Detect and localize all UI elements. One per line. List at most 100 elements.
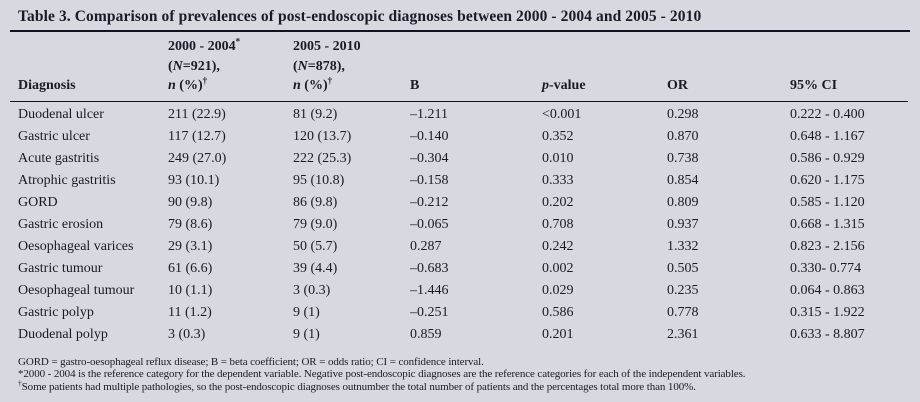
diagnosis-cell: GORD (18, 194, 58, 210)
table-row: Oesophageal varices 29 (3.1) 50 (5.7) 0.287… (10, 236, 908, 258)
table-row: Duodenal ulcer 211 (22.9) 81 (9.2) –1.211 <0… (10, 101, 908, 126)
b-cell: –0.251 (410, 304, 449, 320)
or-cell: 1.332 (667, 238, 699, 254)
diagnosis-cell: Duodenal ulcer (18, 106, 104, 122)
footnote-reference-category: *2000 - 2004 is the reference category f… (18, 368, 746, 381)
or-cell: 2.361 (667, 326, 699, 342)
table-row: Gastric polyp 11 (1.2) 9 (1) –0.251 0.586 0.7… (10, 302, 908, 324)
ci-cell: 0.668 - 1.315 (790, 216, 865, 232)
table-body: Duodenal ulcer 211 (22.9) 81 (9.2) –1.211 <0… (10, 101, 908, 346)
column-header-95ci: 95% CI (790, 32, 908, 102)
n-2010-cell: 39 (4.4) (293, 260, 338, 276)
ci-cell: 0.633 - 8.807 (790, 326, 865, 342)
b-cell: –1.211 (410, 106, 448, 122)
ci-cell: 0.620 - 1.175 (790, 172, 865, 188)
footnotes: GORD = gastro-oesophageal reflux disease… (10, 356, 910, 394)
or-cell: 0.298 (667, 106, 699, 122)
p-value-cell: 0.708 (542, 216, 574, 232)
asterisk-marker: * (235, 36, 241, 47)
n-2010-cell: 3 (0.3) (293, 282, 331, 298)
ci-cell: 0.315 - 1.922 (790, 304, 865, 320)
diagnosis-cell: Atrophic gastritis (18, 172, 116, 188)
diagnosis-header-label: Diagnosis (18, 78, 76, 93)
diagnosis-cell: Gastric tumour (18, 260, 103, 276)
p-value-cell: 0.333 (542, 172, 574, 188)
n-2010-cell: 222 (25.3) (293, 150, 352, 166)
ci-cell: 0.823 - 2.156 (790, 238, 865, 254)
column-header-p-value: p-value (542, 32, 667, 102)
n-2010-cell: 9 (1) (293, 304, 320, 320)
sample-size-2010-label: (N=878), (293, 58, 345, 74)
p-value-cell: <0.001 (542, 106, 582, 122)
table-row: GORD 90 (9.8) 86 (9.8) –0.212 0.202 0.809 0.58… (10, 192, 908, 214)
table-row: Gastric tumour 61 (6.6) 39 (4.4) –0.683 0.00… (10, 258, 908, 280)
b-cell: –1.446 (410, 282, 449, 298)
b-cell: –0.212 (410, 194, 449, 210)
table-header: Diagnosis 2000 - 2004* (N=921), n (%)† 2… (10, 32, 908, 102)
ci-cell: 0.222 - 0.400 (790, 106, 865, 122)
diagnosis-cell: Gastric erosion (18, 216, 104, 232)
diagnosis-cell: Acute gastritis (18, 150, 100, 166)
n-2004-cell: 79 (8.6) (168, 216, 213, 232)
or-cell: 0.854 (667, 172, 699, 188)
diagnosis-cell: Gastric polyp (18, 304, 94, 320)
period-2010-label: 2005 - 2010 (293, 39, 361, 54)
diagnosis-cell: Oesophageal varices (18, 238, 134, 254)
n-2010-cell: 50 (5.7) (293, 238, 338, 254)
p-value-cell: 0.202 (542, 194, 574, 210)
column-header-b: B (410, 32, 542, 102)
or-cell: 0.870 (667, 128, 699, 144)
p-value-cell: 0.352 (542, 128, 574, 144)
b-cell: –0.304 (410, 150, 449, 166)
period-2004-label: 2000 - 2004* (168, 36, 241, 54)
or-cell: 0.778 (667, 304, 699, 320)
footnote-multiple-pathologies: †Some patients had multiple pathologies,… (18, 378, 696, 394)
diagnosis-cell: Duodenal polyp (18, 326, 108, 342)
ci-cell: 0.648 - 1.167 (790, 128, 865, 144)
n-2010-cell: 9 (1) (293, 326, 320, 342)
b-cell: –0.140 (410, 128, 449, 144)
ci-cell: 0.064 - 0.863 (790, 282, 865, 298)
n-2004-cell: 10 (1.1) (168, 282, 213, 298)
ci-cell: 0.585 - 1.120 (790, 194, 865, 210)
p-value-cell: 0.029 (542, 282, 574, 298)
n-2004-cell: 11 (1.2) (168, 304, 212, 320)
n-2010-cell: 95 (10.8) (293, 172, 345, 188)
column-header-diagnosis: Diagnosis (10, 32, 168, 102)
comparison-table: Diagnosis 2000 - 2004* (N=921), n (%)† 2… (10, 32, 908, 346)
n-2010-cell: 79 (9.0) (293, 216, 338, 232)
ci-cell: 0.330- 0.774 (790, 260, 862, 276)
n-percent-2010-label: n (%)† (293, 75, 333, 93)
b-cell: 0.287 (410, 238, 442, 254)
n-2004-cell: 29 (3.1) (168, 238, 213, 254)
or-cell: 0.809 (667, 194, 699, 210)
or-cell: 0.937 (667, 216, 699, 232)
n-2004-cell: 3 (0.3) (168, 326, 206, 342)
column-header-or: OR (667, 32, 790, 102)
n-2004-cell: 61 (6.6) (168, 260, 213, 276)
or-cell: 0.738 (667, 150, 699, 166)
p-value-cell: 0.002 (542, 260, 574, 276)
n-2010-cell: 120 (13.7) (293, 128, 352, 144)
table-row: Oesophageal tumour 10 (1.1) 3 (0.3) –1.446 0… (10, 280, 908, 302)
n-2004-cell: 249 (27.0) (168, 150, 227, 166)
n-2004-cell: 90 (9.8) (168, 194, 213, 210)
sample-size-2004-label: (N=921), (168, 58, 220, 74)
table-row: Gastric ulcer 117 (12.7) 120 (13.7) –0.140 0… (10, 126, 908, 148)
b-cell: 0.859 (410, 326, 442, 342)
b-cell: –0.683 (410, 260, 449, 276)
table-row: Atrophic gastritis 93 (10.1) 95 (10.8) –0.1… (10, 170, 908, 192)
n-percent-2004-label: n (%)† (168, 75, 208, 93)
diagnosis-cell: Gastric ulcer (18, 128, 90, 144)
table-row: Acute gastritis 249 (27.0) 222 (25.3) –0.30… (10, 148, 908, 170)
dagger-marker: † (202, 75, 208, 86)
or-cell: 0.505 (667, 260, 699, 276)
or-cell: 0.235 (667, 282, 699, 298)
table-row: Duodenal polyp 3 (0.3) 9 (1) 0.859 0.201 2.36… (10, 324, 908, 346)
column-header-2000-2004: 2000 - 2004* (N=921), n (%)† (168, 32, 293, 102)
n-2004-cell: 117 (12.7) (168, 128, 226, 144)
b-cell: –0.158 (410, 172, 449, 188)
p-value-cell: 0.201 (542, 326, 574, 342)
n-2004-cell: 93 (10.1) (168, 172, 220, 188)
